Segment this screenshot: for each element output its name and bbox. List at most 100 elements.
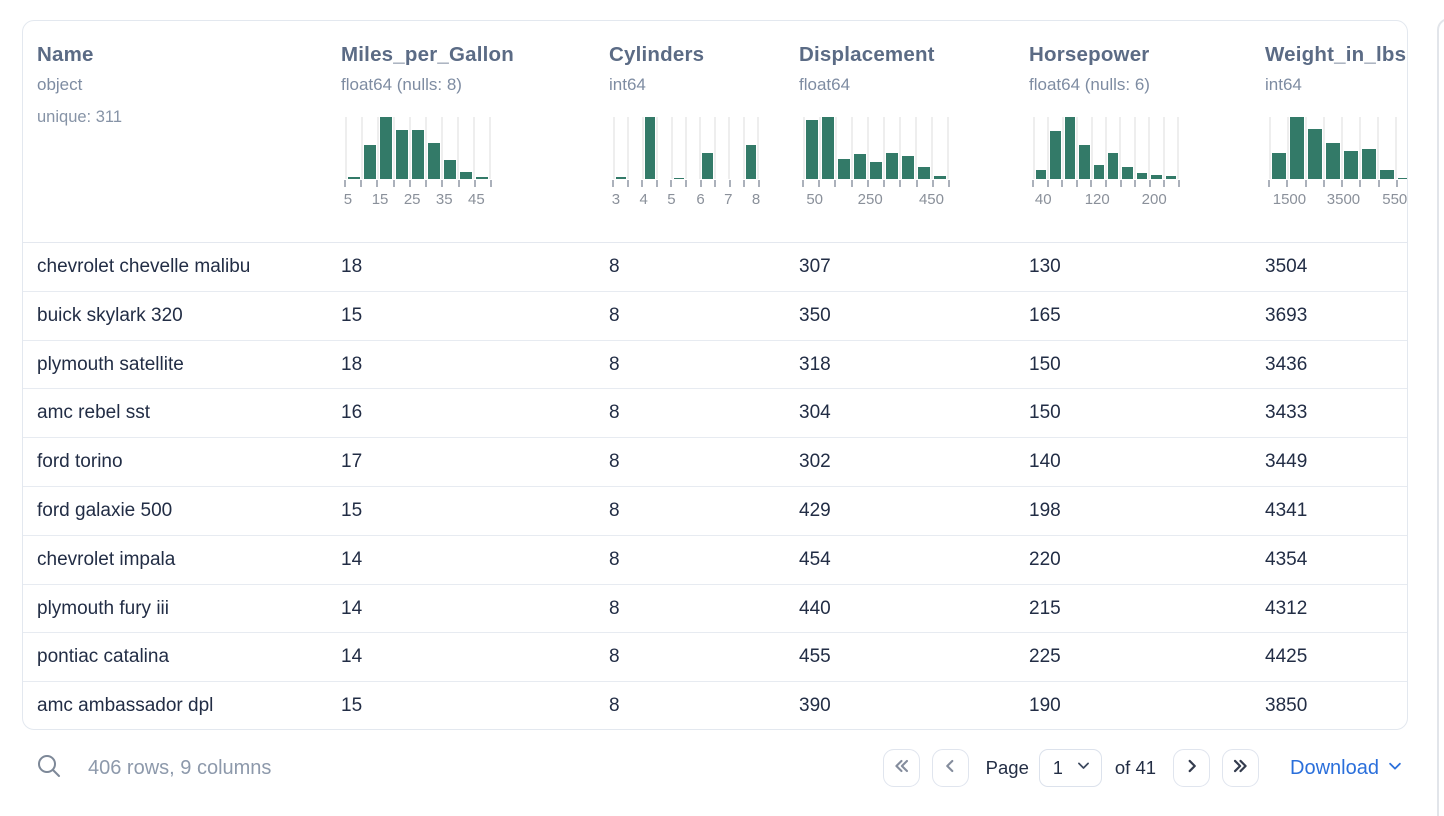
table-cell: 130: [1029, 256, 1061, 277]
next-page-button[interactable]: [1173, 749, 1211, 787]
histogram-bar-slot: [851, 117, 867, 179]
histogram-bar: [854, 154, 866, 179]
histogram-bar: [380, 117, 392, 179]
table-row[interactable]: chevrolet impala 14 8 454 220 4354: [23, 536, 1407, 585]
table-cell: 440: [799, 597, 831, 619]
table-cell: 3449: [1265, 451, 1308, 473]
table-row[interactable]: buick skylark 320 15 8 350 165 3693: [23, 292, 1407, 341]
histogram-bar-slot: [361, 117, 377, 179]
table-cell: 304: [799, 402, 831, 424]
column-dtype: float64 (nulls: 6): [1029, 75, 1150, 94]
table-cell: 190: [1029, 695, 1061, 717]
axis-tick: [1395, 180, 1398, 187]
histogram-bar: [460, 172, 472, 179]
table-row[interactable]: ford galaxie 500 15 8 429 198 4341: [23, 487, 1407, 536]
column-header-name[interactable]: Name object unique: 311: [37, 21, 341, 242]
table-cell: plymouth fury iii: [37, 597, 169, 619]
axis-tick: [360, 180, 363, 187]
table-cell: 4312: [1265, 597, 1308, 619]
column-header-horsepower[interactable]: Horsepower float64 (nulls: 6) 40 120 200: [1029, 21, 1265, 242]
chevrons-right-icon: [1230, 755, 1252, 782]
histogram-bar: [1122, 166, 1133, 179]
histogram-bar-slot: [473, 117, 489, 179]
table-row[interactable]: amc ambassador dpl 15 8 390 190 3850: [23, 682, 1407, 729]
axis-tick-label: 7: [724, 191, 733, 208]
histogram-bar-slot: [1033, 117, 1047, 179]
axis-tick: [1032, 180, 1034, 187]
column-dtype: float64: [799, 75, 851, 94]
axis-tick-label: 40: [1034, 191, 1052, 208]
table-row[interactable]: amc rebel sst 16 8 304 150 3433: [23, 389, 1407, 439]
histogram-bar-slot: [899, 117, 915, 179]
table-body: chevrolet chevelle malibu 18 8 307 130 3504 bu…: [23, 243, 1407, 729]
download-label: Download: [1290, 756, 1379, 779]
table-row[interactable]: plymouth satellite 18 8 318 150 3436: [23, 341, 1407, 390]
axis-tick: [408, 180, 411, 187]
table-row[interactable]: pontiac catalina 14 8 455 225 4425: [23, 633, 1407, 683]
search-button[interactable]: [36, 753, 62, 784]
table-cell: 215: [1029, 597, 1061, 619]
table-cell: 8: [609, 646, 620, 668]
previous-page-button[interactable]: [931, 749, 969, 787]
table-cell: 150: [1029, 353, 1061, 375]
axis-tick: [1119, 180, 1122, 187]
table-cell: 15: [341, 304, 363, 326]
table-cell: 8: [609, 402, 620, 424]
histogram-bar-slot: [1133, 117, 1148, 179]
table-cell: 14: [341, 597, 363, 619]
axis-tick: [1359, 180, 1362, 187]
axis-tick-label: 120: [1084, 191, 1110, 208]
axis-tick: [1090, 180, 1093, 187]
axis-tick: [728, 180, 731, 187]
first-page-button[interactable]: [882, 749, 920, 787]
axis-tick: [1061, 180, 1064, 187]
table-row[interactable]: ford torino 17 8 302 140 3449: [23, 438, 1407, 487]
column-header-cylinders[interactable]: Cylinders int64 3 4 5 6 7 8: [609, 21, 799, 242]
axis-tick: [641, 180, 644, 187]
histogram-bar: [616, 176, 627, 179]
histogram-bar-slot: [835, 117, 851, 179]
histogram-bar: [1165, 175, 1177, 179]
table-cell: 3504: [1265, 256, 1308, 277]
histogram-bar: [1036, 169, 1047, 179]
column-header-weight-in-lbs[interactable]: Weight_in_lbs int64 1500 3500 5500: [1265, 21, 1407, 242]
axis-tick: [1134, 180, 1137, 187]
histogram-bar: [444, 160, 456, 179]
download-button[interactable]: Download: [1290, 757, 1404, 780]
axis-tick: [915, 180, 918, 187]
histogram-bar-slot: [1090, 117, 1105, 179]
axis-tick-label: 5: [667, 191, 676, 208]
histogram-bar-slot: [1305, 117, 1323, 179]
column-dtype: float64 (nulls: 8): [341, 75, 462, 94]
histogram-bar: [1151, 175, 1162, 179]
table-row[interactable]: chevrolet chevelle malibu 18 8 307 130 3504: [23, 243, 1407, 292]
axis-tick: [626, 180, 629, 187]
histogram-bar-slot: [1269, 117, 1287, 179]
column-header-displacement[interactable]: Displacement float64 50 250 450: [799, 21, 1029, 242]
table-cell: 220: [1029, 548, 1061, 570]
chevron-left-icon: [939, 755, 961, 782]
table-cell: 198: [1029, 499, 1061, 521]
table-cell: 150: [1029, 402, 1061, 424]
axis-tick: [344, 180, 346, 187]
table-cell: 18: [341, 353, 363, 375]
column-title: Miles_per_Gallon: [341, 43, 514, 66]
table-cell: amc rebel sst: [37, 402, 150, 424]
histogram-bar: [1272, 152, 1286, 179]
table-cell: 16: [341, 402, 363, 424]
page-number-select[interactable]: 1: [1038, 749, 1102, 787]
total-pages-label: of 41: [1114, 757, 1157, 778]
table-row[interactable]: plymouth fury iii 14 8 440 215 4312: [23, 585, 1407, 634]
column-header-miles-per-gallon[interactable]: Miles_per_Gallon float64 (nulls: 8) 5 15 2…: [341, 21, 609, 242]
axis-tick: [1322, 180, 1325, 187]
axis-tick-label: 1500: [1272, 191, 1307, 208]
table-header-row: Name object unique: 311 Miles_per_Gallon…: [23, 21, 1407, 243]
histogram-bar: [644, 117, 656, 179]
table-cell: 4425: [1265, 646, 1308, 668]
axis-tick: [1046, 180, 1049, 187]
last-page-button[interactable]: [1222, 749, 1260, 787]
histogram-bar: [745, 144, 757, 179]
histogram-bar-slot: [425, 117, 441, 179]
chevron-down-icon: [1075, 757, 1092, 779]
axis-tick: [758, 180, 760, 187]
